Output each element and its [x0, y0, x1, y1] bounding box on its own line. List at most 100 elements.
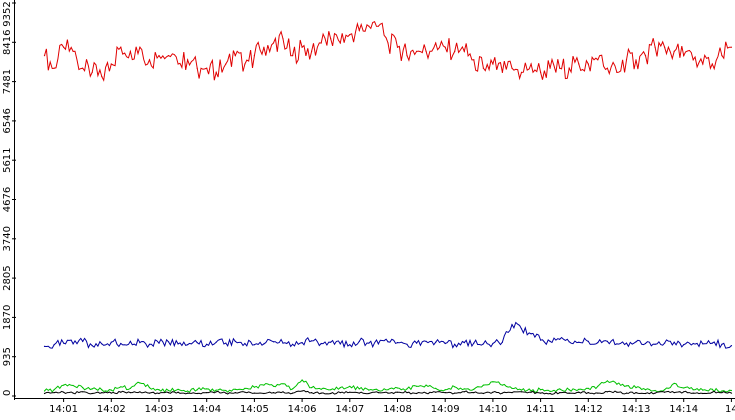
data-point [568, 341, 570, 343]
series-line-3 [44, 389, 732, 395]
data-point [91, 392, 93, 395]
data-point [482, 67, 484, 69]
x-tick-label: 14:11 [526, 404, 555, 415]
data-point [272, 392, 275, 394]
data-point [644, 342, 647, 345]
data-point [635, 59, 637, 61]
data-point [63, 384, 65, 386]
data-point [702, 389, 704, 391]
data-point [616, 343, 618, 345]
data-point [520, 71, 523, 73]
data-point [101, 343, 103, 345]
data-point [234, 388, 236, 390]
data-point [568, 389, 570, 391]
data-point [282, 38, 284, 40]
data-point [377, 389, 379, 392]
data-point [530, 391, 532, 393]
data-point [330, 392, 332, 395]
data-point [396, 46, 399, 48]
data-point [606, 340, 609, 342]
data-point [625, 342, 628, 344]
data-point [234, 340, 236, 342]
data-point [129, 340, 131, 342]
data-point [244, 391, 246, 393]
data-point [368, 342, 370, 344]
data-point [540, 389, 542, 391]
data-point [416, 385, 418, 387]
data-point [320, 392, 322, 394]
data-point [463, 50, 465, 53]
data-point [339, 42, 341, 44]
data-point [72, 343, 74, 345]
data-point [244, 63, 246, 65]
data-point [225, 63, 227, 65]
data-point [387, 42, 389, 44]
data-point [454, 343, 456, 345]
data-point [225, 392, 227, 394]
data-point [177, 63, 179, 65]
data-point [396, 342, 399, 344]
data-point [282, 391, 284, 393]
data-point [625, 59, 628, 61]
data-point [425, 50, 427, 53]
data-point [53, 67, 55, 69]
data-point [473, 59, 475, 61]
x-tick-label: 14:14 [669, 404, 698, 415]
data-point [339, 343, 341, 345]
data-point [110, 341, 112, 343]
data-point [206, 343, 208, 345]
data-point [501, 384, 503, 386]
data-point [101, 389, 103, 391]
data-point [349, 385, 351, 387]
data-point [530, 390, 532, 392]
data-point [578, 341, 580, 343]
data-point [540, 339, 542, 341]
data-point [377, 343, 379, 345]
data-point [330, 38, 332, 40]
data-point [559, 392, 561, 394]
data-point [721, 390, 723, 392]
data-point [387, 341, 389, 343]
data-point [158, 55, 160, 57]
data-point [206, 392, 208, 394]
data-point [187, 390, 189, 392]
data-point [82, 391, 84, 393]
data-point [482, 343, 484, 345]
data-point [549, 390, 551, 392]
data-point [520, 391, 523, 393]
data-point [435, 42, 437, 44]
data-point [578, 388, 580, 390]
data-point [292, 55, 294, 57]
data-point [435, 341, 437, 343]
data-point [425, 392, 427, 394]
data-point [692, 392, 694, 394]
data-point [301, 342, 303, 344]
data-point [358, 388, 360, 390]
data-point [635, 387, 637, 389]
data-point [501, 341, 503, 343]
data-point [339, 387, 341, 389]
data-point [702, 63, 704, 65]
data-point [444, 389, 446, 391]
data-point [625, 392, 628, 394]
data-point [654, 392, 656, 394]
data-point [311, 340, 313, 342]
data-point [282, 342, 284, 344]
data-point [501, 71, 503, 73]
data-point [63, 391, 65, 393]
data-point [635, 392, 637, 394]
data-point [139, 342, 141, 344]
data-point [425, 384, 427, 386]
data-point [196, 67, 198, 69]
data-point [234, 55, 236, 57]
data-point [730, 46, 733, 48]
series-line-1 [44, 321, 732, 349]
data-point [282, 383, 284, 385]
data-point [568, 67, 570, 69]
data-point [549, 392, 551, 395]
data-point [540, 71, 542, 73]
data-point [387, 392, 389, 394]
data-point [597, 59, 599, 61]
data-point [43, 390, 46, 392]
x-tick-label: 14:12 [574, 404, 603, 415]
